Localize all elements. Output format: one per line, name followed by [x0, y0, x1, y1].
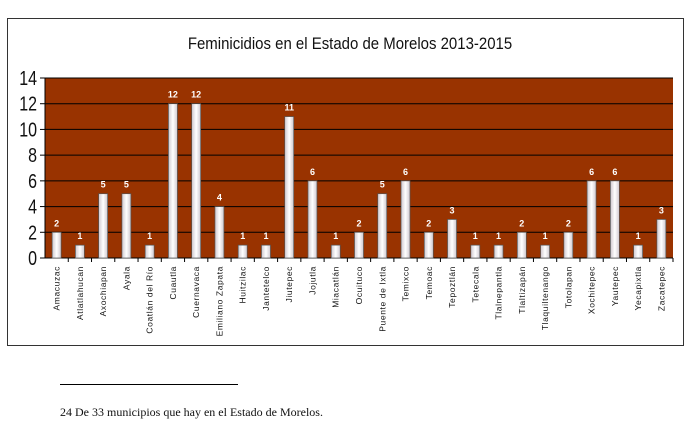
- bar: [610, 180, 620, 259]
- x-tick-label: Jojutla: [307, 266, 317, 295]
- x-tick-label: Amacuzac: [52, 266, 62, 311]
- data-label: 1: [543, 231, 548, 241]
- data-label: 1: [496, 231, 501, 241]
- y-tick-label: 0: [28, 247, 37, 269]
- x-tick-label: Cuernavaca: [191, 266, 201, 318]
- x-tick-label: Cuautla: [168, 266, 178, 300]
- x-tick-label: Puente de Ixtla: [377, 266, 387, 332]
- x-tick-label: Xochitepec: [587, 266, 597, 314]
- data-label: 5: [101, 180, 106, 190]
- data-label: 2: [356, 218, 361, 228]
- bar: [121, 193, 132, 259]
- bar: [447, 219, 457, 259]
- bar: [330, 244, 341, 259]
- x-tick-label: Emiliano Zapata: [214, 266, 224, 336]
- y-tick-label: 2: [28, 222, 37, 244]
- x-tick-label: Temixco: [401, 266, 411, 301]
- data-label: 1: [263, 231, 268, 241]
- bar: [656, 219, 667, 259]
- x-tick-label: Axochiapan: [98, 266, 108, 316]
- bar: [98, 193, 108, 259]
- bar: [633, 244, 643, 259]
- bar: [540, 244, 550, 259]
- bar: [191, 103, 202, 259]
- bar: [400, 180, 411, 259]
- x-tick-label: Yecapixtla: [633, 266, 643, 310]
- x-tick-label: Tepoztlán: [447, 266, 457, 308]
- bar: [51, 231, 62, 259]
- data-label: 2: [426, 218, 431, 228]
- plot-area: [45, 78, 673, 258]
- x-tick-label: Huitzilac: [238, 266, 248, 304]
- x-tick-label: Coatlán del Río: [145, 266, 155, 334]
- x-tick-label: Yautepec: [610, 266, 620, 306]
- bar: [493, 244, 504, 259]
- x-tick-label: Tlalnepantla: [494, 266, 504, 320]
- bar: [563, 231, 574, 259]
- data-label: 6: [612, 167, 617, 177]
- data-label: 1: [473, 231, 478, 241]
- x-tick-label: Jiutepec: [284, 266, 294, 303]
- data-label: 1: [333, 231, 338, 241]
- data-label: 1: [240, 231, 245, 241]
- bar: [423, 231, 434, 259]
- data-label: 6: [310, 167, 315, 177]
- x-tick-label: Tlaltizapán: [517, 266, 527, 314]
- chart-title: Feminicidios en el Estado de Morelos 201…: [187, 34, 513, 53]
- bar: [516, 231, 527, 259]
- data-label: 6: [589, 167, 594, 177]
- y-tick-label: 6: [28, 170, 37, 192]
- data-label: 1: [77, 231, 82, 241]
- footnote-divider: [60, 384, 238, 385]
- bar: [470, 244, 481, 259]
- data-label: 2: [54, 218, 59, 228]
- data-label: 5: [124, 180, 129, 190]
- bar: [75, 244, 85, 259]
- x-tick-label: Tetecala: [470, 266, 480, 302]
- x-tick-label: Atlatlahucan: [75, 266, 85, 320]
- x-tick-label: Zacatepec: [656, 266, 666, 311]
- data-label: 12: [191, 90, 201, 100]
- x-tick-label: Totolapan: [563, 266, 573, 308]
- bar: [284, 116, 295, 259]
- x-tick-label: Jantetelco: [261, 266, 271, 311]
- y-tick-label: 4: [28, 196, 37, 218]
- data-label: 12: [168, 90, 178, 100]
- x-tick-label: Ocuituco: [354, 266, 364, 304]
- data-label: 2: [566, 218, 571, 228]
- data-label: 5: [380, 180, 385, 190]
- bar: [237, 244, 248, 259]
- bar: [586, 180, 597, 259]
- data-label: 1: [636, 231, 641, 241]
- data-label: 4: [217, 193, 222, 203]
- footnote: 24 De 33 municipios que hay en el Estado…: [60, 405, 323, 419]
- y-tick-label: 8: [28, 144, 37, 166]
- bar: [307, 180, 318, 259]
- x-tick-label: Ayala: [121, 266, 131, 290]
- y-tick-label: 14: [19, 67, 37, 89]
- y-tick-label: 12: [19, 93, 37, 115]
- bar-chart: 024681012142Amacuzac1Atlatlahucan5Axochi…: [19, 67, 674, 336]
- bar: [144, 244, 155, 259]
- data-label: 11: [284, 103, 294, 113]
- y-tick-label: 10: [19, 119, 37, 141]
- bar: [354, 231, 364, 259]
- x-tick-label: Temoac: [424, 266, 434, 300]
- data-label: 3: [659, 205, 664, 215]
- x-tick-label: Tlaquiltenango: [540, 266, 550, 330]
- data-label: 2: [519, 218, 524, 228]
- bar: [261, 244, 271, 259]
- bar: [168, 103, 178, 259]
- data-label: 1: [147, 231, 152, 241]
- data-label: 3: [450, 205, 455, 215]
- bar: [377, 193, 388, 259]
- data-label: 6: [403, 167, 408, 177]
- x-tick-label: Miacatlán: [331, 266, 341, 308]
- bar: [214, 206, 225, 259]
